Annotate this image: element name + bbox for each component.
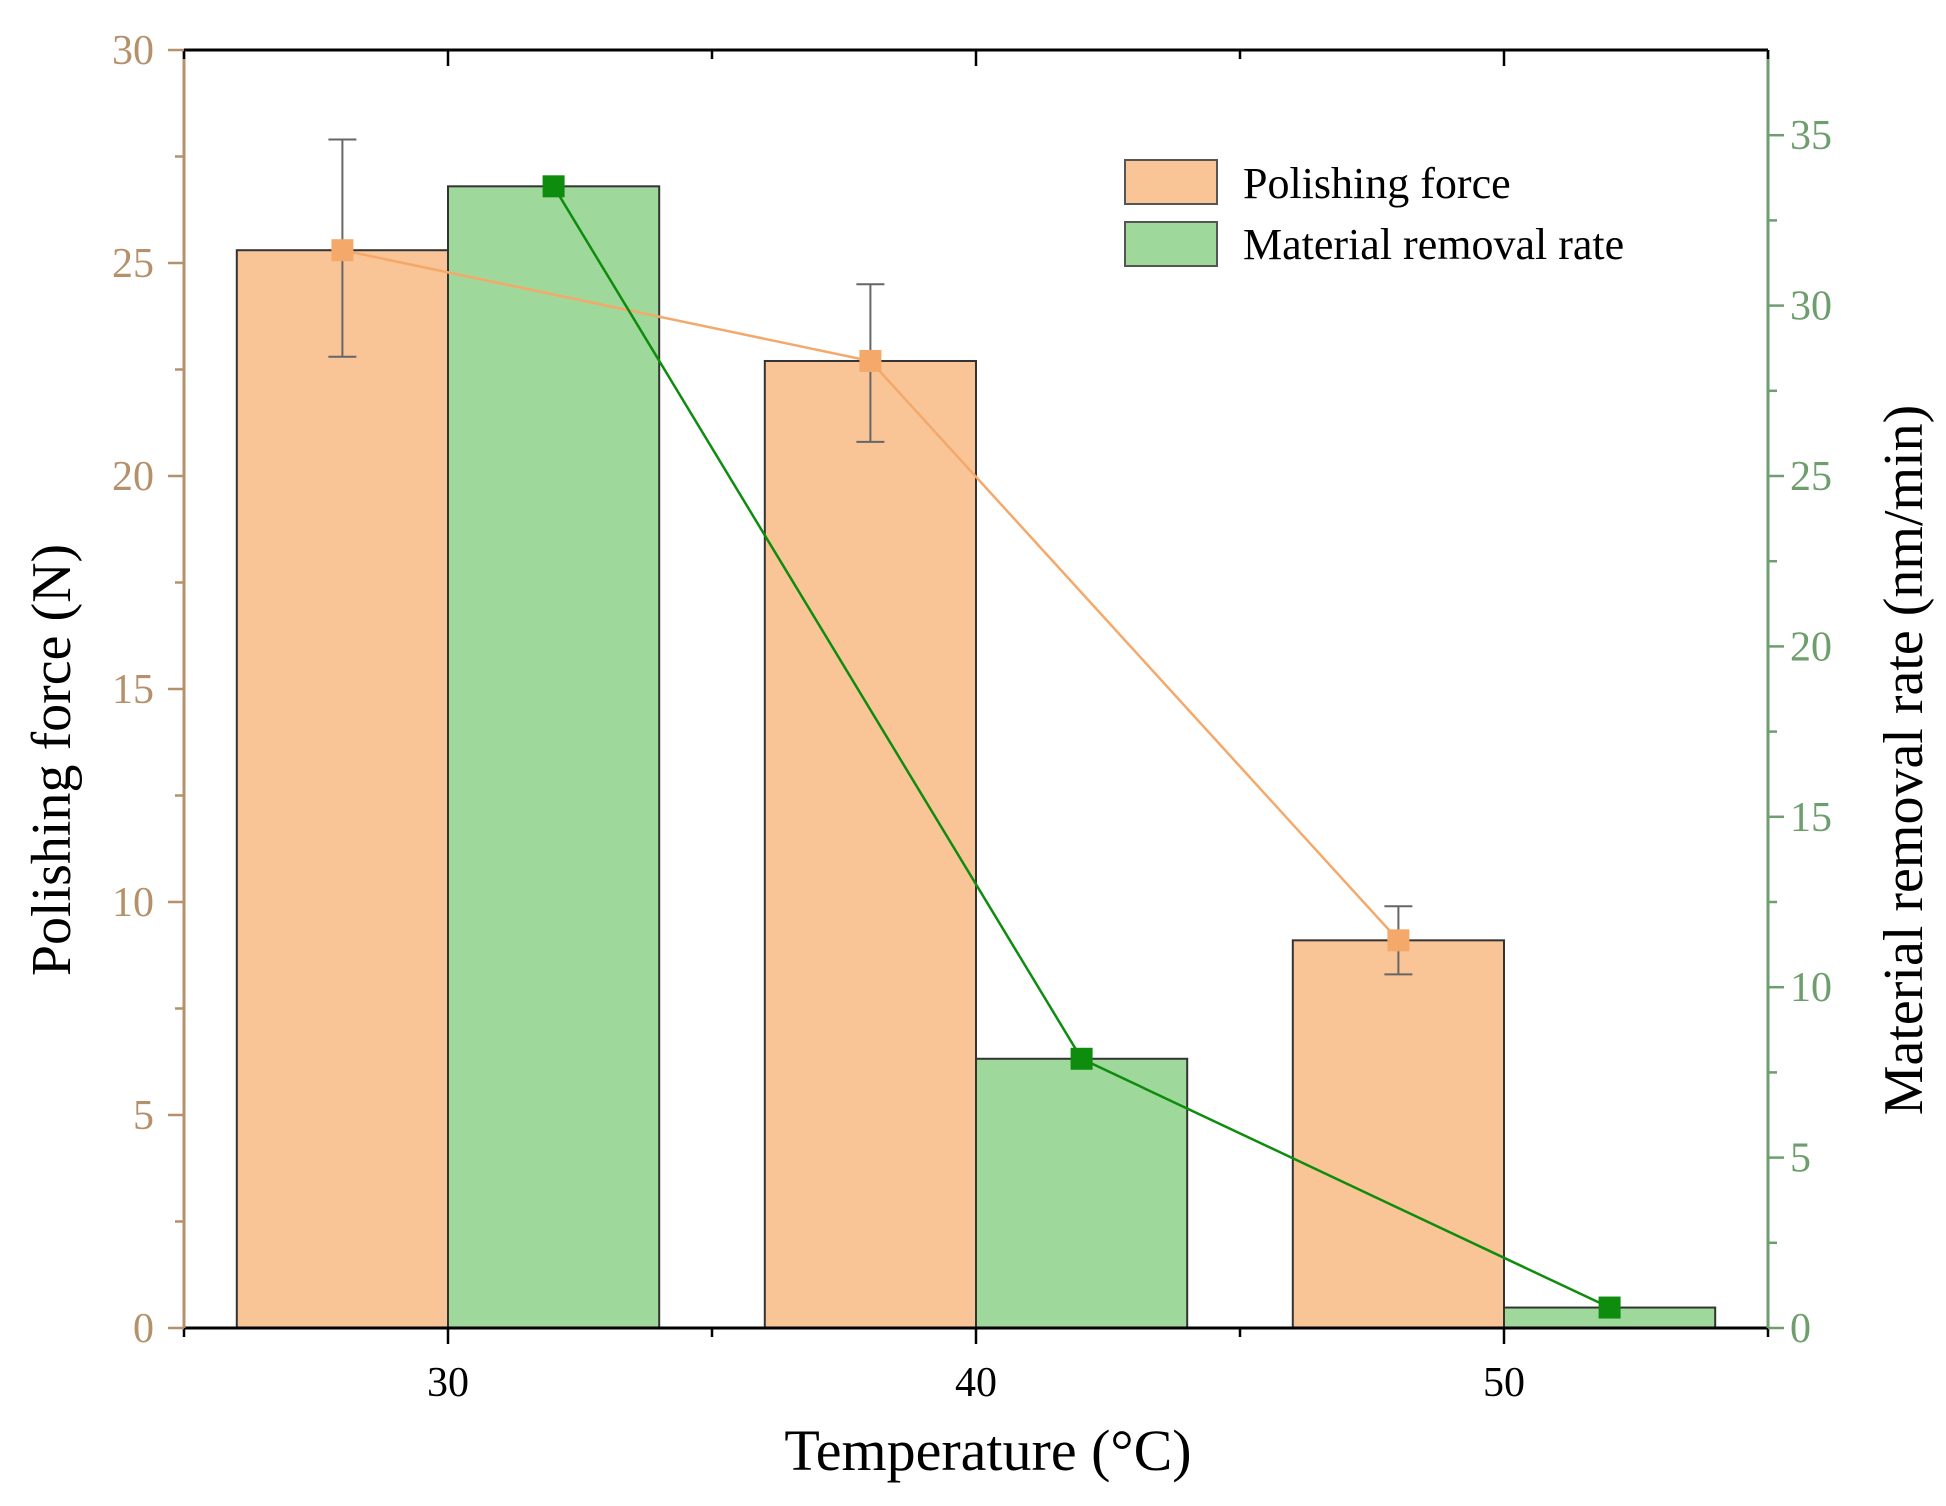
legend-swatch-material-removal-rate [1124, 221, 1218, 267]
left-tick-label-5: 5 [133, 1093, 154, 1139]
bar-polishing-force-40 [763, 359, 977, 1330]
right-tick-label-20: 20 [1790, 624, 1832, 670]
right-tick-label-0: 0 [1790, 1306, 1811, 1352]
left-axis-title: Polishing force (N) [21, 544, 83, 976]
right-tick-label-5: 5 [1790, 1136, 1811, 1182]
marker-material-removal-rate-40 [1070, 1047, 1093, 1070]
legend: Polishing force Material removal rate [1124, 159, 1624, 269]
x-tick-label-30: 30 [427, 1360, 469, 1406]
labels-layer: 30 40 50 0 5 10 15 20 25 30 0 5 10 15 20 25 30 35 [112, 28, 1832, 1406]
lines-layer [328, 138, 1621, 1319]
left-tick-label-10: 10 [112, 880, 154, 926]
bar-polishing-force-50 [1291, 939, 1506, 1330]
left-tick-label-25: 25 [112, 241, 154, 287]
bars-layer [235, 185, 1717, 1330]
axes-layer [168, 48, 1784, 1344]
right-tick-label-25: 25 [1790, 454, 1832, 500]
bar-material-removal-rate-40 [975, 1057, 1189, 1329]
marker-polishing-force-50 [1387, 929, 1410, 952]
x-tick-label-40: 40 [955, 1360, 997, 1406]
right-tick-label-35: 35 [1790, 113, 1832, 159]
right-tick-label-30: 30 [1790, 284, 1832, 330]
x-axis-title: Temperature (°C) [784, 1418, 1191, 1483]
left-tick-label-20: 20 [112, 454, 154, 500]
left-tick-label-30: 30 [112, 28, 154, 74]
legend-label-polishing-force: Polishing force [1243, 159, 1511, 208]
bar-material-removal-rate-30 [447, 185, 661, 1330]
legend-label-material-removal-rate: Material removal rate [1243, 220, 1624, 269]
marker-material-removal-rate-50 [1598, 1296, 1621, 1319]
marker-polishing-force-30 [331, 239, 354, 262]
marker-material-removal-rate-30 [542, 175, 565, 198]
right-tick-label-10: 10 [1790, 965, 1832, 1011]
marker-polishing-force-40 [859, 349, 882, 372]
left-tick-label-15: 15 [112, 667, 154, 713]
x-tick-label-50: 50 [1483, 1360, 1525, 1406]
right-axis-title: Material removal rate (nm/min) [1873, 405, 1935, 1116]
left-tick-label-0: 0 [133, 1306, 154, 1352]
legend-swatch-polishing-force [1124, 159, 1218, 205]
bar-polishing-force-30 [235, 249, 449, 1330]
right-tick-label-15: 15 [1790, 795, 1832, 841]
